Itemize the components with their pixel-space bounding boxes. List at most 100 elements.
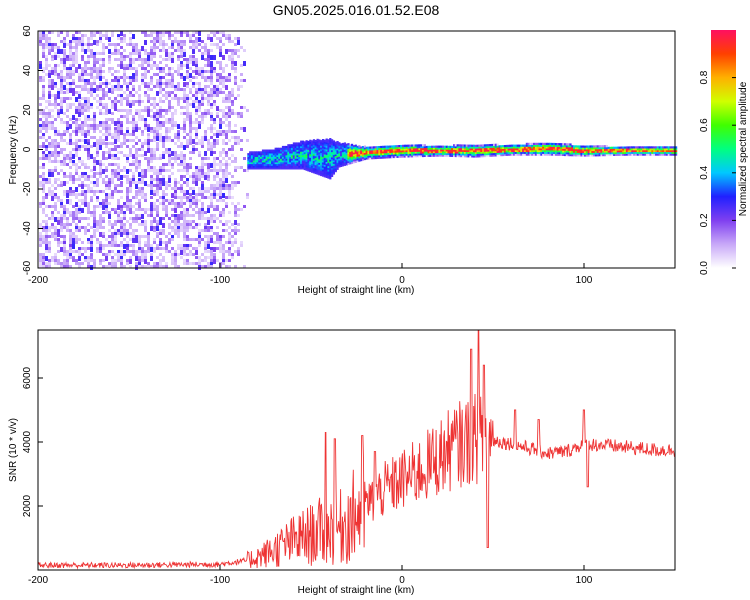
signal-cell <box>403 153 406 156</box>
noise-cell <box>87 55 90 58</box>
noise-cell <box>81 34 84 37</box>
signal-cell <box>351 147 354 150</box>
signal-cell <box>247 153 250 156</box>
noise-cell <box>54 181 57 184</box>
signal-cell <box>372 148 376 151</box>
signal-cell <box>272 163 275 166</box>
signal-cell <box>503 153 507 156</box>
signal-cell <box>494 150 497 153</box>
noise-cell <box>177 31 180 34</box>
noise-cell <box>66 250 69 253</box>
signal-cell <box>311 142 314 145</box>
noise-cell <box>138 118 141 121</box>
signal-cell <box>323 162 326 165</box>
signal-cell <box>320 154 323 157</box>
noise-cell <box>96 52 99 55</box>
signal-cell <box>409 155 412 158</box>
noise-cell <box>120 256 123 261</box>
signal-cell <box>318 150 321 153</box>
noise-cell <box>147 64 150 67</box>
signal-cell <box>291 149 294 152</box>
noise-cell <box>162 67 165 70</box>
noise-cell <box>135 220 138 223</box>
noise-cell <box>120 46 123 49</box>
noise-cell <box>132 103 135 106</box>
signal-cell <box>358 148 361 151</box>
signal-cell <box>303 144 306 147</box>
noise-cell <box>39 127 42 130</box>
noise-cell <box>120 217 123 220</box>
signal-cell <box>307 147 310 151</box>
noise-cell <box>183 259 186 262</box>
noise-cell <box>138 55 141 60</box>
noise-cell <box>150 202 153 207</box>
signal-cell <box>301 144 305 147</box>
signal-cell <box>500 154 503 157</box>
signal-cell <box>351 159 354 162</box>
signal-cell <box>631 151 634 154</box>
signal-cell <box>340 143 343 146</box>
noise-cell <box>120 229 123 232</box>
noise-cell <box>123 34 126 37</box>
signal-cell <box>458 147 461 151</box>
noise-cell <box>117 256 120 259</box>
noise-cell <box>210 226 213 231</box>
signal-cell <box>635 146 638 149</box>
noise-cell <box>198 88 201 93</box>
signal-cell <box>327 155 330 158</box>
noise-cell <box>234 97 237 100</box>
noise-cell <box>123 217 126 220</box>
signal-cell <box>323 150 326 153</box>
signal-cell <box>323 175 326 178</box>
noise-cell <box>234 181 237 184</box>
signal-cell <box>558 148 561 151</box>
noise-cell <box>156 205 159 208</box>
noise-cell <box>63 238 66 241</box>
noise-cell <box>129 202 132 205</box>
noise-cell <box>213 67 216 72</box>
signal-cell <box>269 153 272 156</box>
signal-cell <box>416 151 419 154</box>
noise-cell <box>129 79 132 82</box>
noise-cell <box>207 226 210 229</box>
noise-cell <box>117 217 120 220</box>
noise-cell <box>48 172 51 177</box>
noise-cell <box>42 85 45 88</box>
noise-cell <box>111 193 114 196</box>
noise-cell <box>51 70 54 75</box>
noise-cell <box>231 196 234 199</box>
signal-cell <box>285 151 288 154</box>
noise-cell <box>201 94 204 97</box>
noise-cell <box>54 67 57 70</box>
signal-cell <box>625 150 629 153</box>
noise-cell <box>207 94 210 97</box>
signal-cell <box>465 146 468 149</box>
noise-cell <box>189 34 192 37</box>
signal-cell <box>638 153 641 156</box>
signal-cell <box>489 149 492 152</box>
noise-cell <box>186 100 189 103</box>
signal-cell <box>352 159 356 162</box>
noise-cell <box>96 181 99 184</box>
noise-cell <box>96 76 99 79</box>
noise-cell <box>57 76 60 79</box>
noise-cell <box>204 70 207 73</box>
noise-cell <box>114 220 117 223</box>
noise-cell <box>96 88 99 91</box>
noise-cell <box>126 247 129 252</box>
noise-cell <box>114 49 117 52</box>
noise-cell <box>204 250 207 253</box>
noise-cell <box>123 166 126 169</box>
noise-cell <box>69 97 72 100</box>
noise-cell <box>240 64 243 67</box>
noise-cell <box>105 133 108 136</box>
noise-cell <box>225 205 228 208</box>
signal-cell <box>269 160 272 163</box>
noise-cell <box>45 262 48 265</box>
noise-cell <box>162 205 165 208</box>
noise-cell <box>48 88 51 91</box>
signal-cell <box>658 146 661 149</box>
signal-cell <box>347 152 350 155</box>
noise-cell <box>147 169 150 172</box>
signal-cell <box>440 150 443 154</box>
